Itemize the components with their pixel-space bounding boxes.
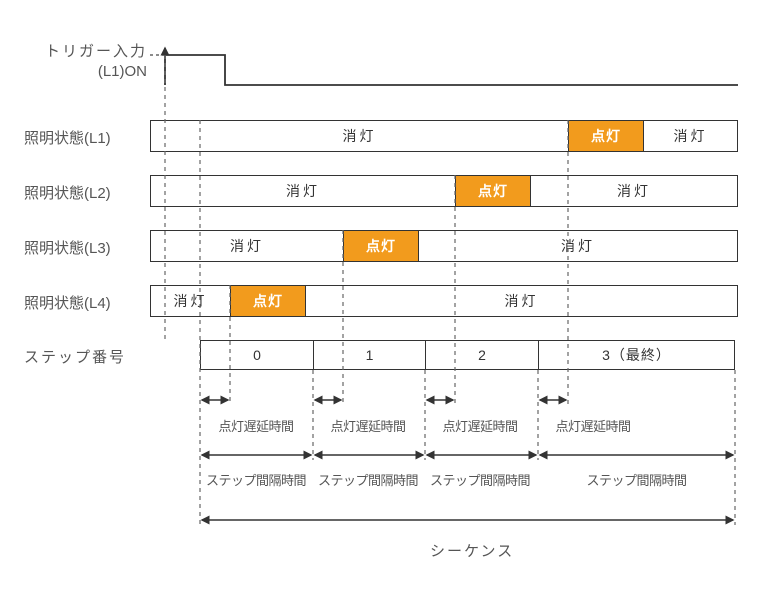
- delay-1: 点灯遅延時間: [313, 416, 423, 435]
- interval-1: ステップ間隔時間: [313, 470, 423, 489]
- step-1: 1: [313, 340, 425, 370]
- delay-2: 点灯遅延時間: [425, 416, 535, 435]
- row-label-l1: 照明状態(L1): [24, 127, 144, 148]
- delay-3: 点灯遅延時間: [538, 416, 648, 435]
- step-0: 0: [200, 340, 313, 370]
- l2-off1: 消灯: [151, 176, 456, 206]
- row-l3: 消灯 点灯 消灯: [150, 230, 738, 262]
- row-label-l2: 照明状態(L2): [24, 182, 144, 203]
- l4-off1: 消灯: [151, 286, 231, 316]
- trigger-label-line1: トリガー入力: [45, 42, 147, 62]
- step-3: 3（最終）: [538, 340, 735, 370]
- step-2: 2: [425, 340, 538, 370]
- sequence-label: シーケンス: [430, 540, 514, 561]
- row-l4: 消灯 点灯 消灯: [150, 285, 738, 317]
- row-step: 0 1 2 3（最終）: [200, 340, 735, 370]
- interval-3: ステップ間隔時間: [538, 470, 735, 489]
- interval-2: ステップ間隔時間: [425, 470, 535, 489]
- l1-off2: 消灯: [644, 121, 737, 151]
- l2-off2: 消灯: [531, 176, 737, 206]
- l3-off2: 消灯: [419, 231, 737, 261]
- l4-on: 点灯: [231, 286, 306, 316]
- l1-on: 点灯: [569, 121, 644, 151]
- row-label-l3: 照明状態(L3): [24, 237, 144, 258]
- l4-off2: 消灯: [306, 286, 737, 316]
- trigger-label: トリガー入力 (L1)ON: [45, 42, 147, 81]
- delay-0: 点灯遅延時間: [201, 416, 311, 435]
- l3-off1: 消灯: [151, 231, 344, 261]
- row-l1: 消灯 点灯 消灯: [150, 120, 738, 152]
- row-label-l4: 照明状態(L4): [24, 292, 144, 313]
- l1-off1: 消灯: [151, 121, 569, 151]
- row-label-step: ステップ番号: [24, 346, 144, 367]
- trigger-label-line2: (L1)ON: [45, 62, 147, 82]
- interval-0: ステップ間隔時間: [201, 470, 311, 489]
- l3-on: 点灯: [344, 231, 419, 261]
- row-l2: 消灯 点灯 消灯: [150, 175, 738, 207]
- l2-on: 点灯: [456, 176, 531, 206]
